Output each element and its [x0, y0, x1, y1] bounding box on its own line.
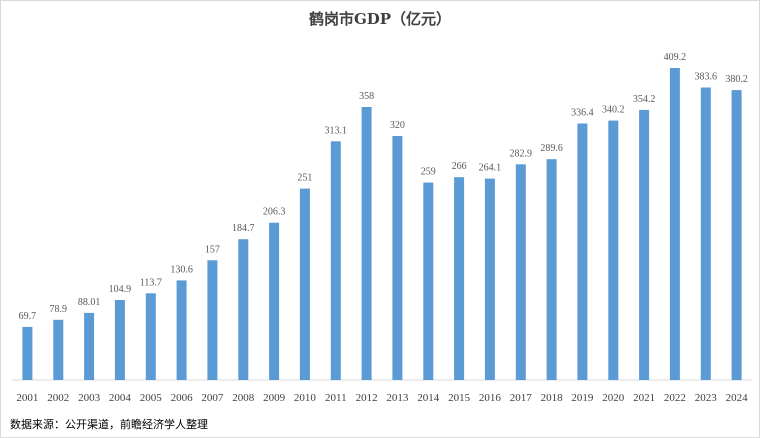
x-tick-2007: 2007: [201, 392, 224, 404]
bar-2020[interactable]: [608, 120, 619, 380]
data-label-2019: 336.4: [571, 108, 594, 119]
data-label-2024: 380.2: [725, 74, 748, 85]
x-tick-2005: 2005: [140, 392, 163, 404]
x-tick-2018: 2018: [541, 392, 564, 404]
data-label-2008: 184.7: [232, 223, 255, 234]
x-tick-2013: 2013: [386, 392, 409, 404]
x-tick-2010: 2010: [294, 392, 317, 404]
bar-2010[interactable]: [299, 188, 310, 380]
data-label-2010: 251: [297, 173, 312, 184]
data-label-2020: 340.2: [602, 105, 625, 116]
bar-2006[interactable]: [176, 280, 187, 380]
x-tick-2021: 2021: [633, 392, 655, 404]
bar-2001[interactable]: [22, 326, 33, 380]
bar-2017[interactable]: [515, 164, 526, 380]
bar-2003[interactable]: [84, 312, 95, 380]
x-tick-2003: 2003: [78, 392, 101, 404]
data-label-2018: 289.6: [540, 143, 563, 154]
x-tick-2004: 2004: [109, 392, 132, 404]
x-tick-2001: 2001: [16, 392, 38, 404]
data-label-2007: 157: [205, 244, 220, 255]
bar-2002[interactable]: [53, 319, 64, 380]
bar-2004[interactable]: [114, 300, 125, 380]
data-label-2011: 313.1: [325, 125, 348, 136]
data-label-2009: 206.3: [263, 207, 286, 218]
x-tick-2009: 2009: [263, 392, 286, 404]
x-tick-2014: 2014: [417, 392, 440, 404]
bar-2021[interactable]: [639, 109, 650, 381]
x-tick-2017: 2017: [510, 392, 533, 404]
bar-2011[interactable]: [330, 141, 341, 380]
bar-2008[interactable]: [238, 239, 249, 380]
data-label-2005: 113.7: [140, 277, 162, 288]
data-label-2017: 282.9: [510, 148, 533, 159]
bar-2022[interactable]: [669, 68, 680, 380]
x-tick-2011: 2011: [325, 392, 347, 404]
bar-2009[interactable]: [269, 222, 280, 380]
x-tick-2023: 2023: [695, 392, 718, 404]
data-label-2001: 69.7: [19, 311, 37, 322]
data-label-2006: 130.6: [170, 264, 193, 275]
bar-2014[interactable]: [423, 182, 434, 381]
bar-2005[interactable]: [145, 293, 156, 380]
x-tick-2006: 2006: [171, 392, 194, 404]
chart-title: 鹤岗市GDP（亿元）: [308, 10, 452, 28]
x-tick-2015: 2015: [448, 392, 471, 404]
data-label-2012: 358: [359, 91, 374, 102]
data-label-2021: 354.2: [633, 94, 656, 105]
data-label-2002: 78.9: [50, 304, 68, 315]
x-tick-2012: 2012: [356, 392, 378, 404]
bar-2007[interactable]: [207, 260, 218, 380]
bar-2019[interactable]: [577, 123, 588, 381]
bar-2012[interactable]: [361, 107, 372, 380]
data-label-2014: 259: [421, 167, 436, 178]
x-tick-2002: 2002: [47, 392, 69, 404]
data-label-2013: 320: [390, 120, 405, 131]
bar-2016[interactable]: [484, 178, 495, 380]
x-tick-2020: 2020: [602, 392, 625, 404]
x-tick-2019: 2019: [571, 392, 594, 404]
x-tick-2016: 2016: [479, 392, 502, 404]
source-note: 数据来源：公开渠道，前瞻经济学人整理: [10, 418, 208, 431]
data-label-2016: 264.1: [479, 163, 502, 174]
bar-2023[interactable]: [700, 87, 711, 381]
x-tick-2024: 2024: [726, 392, 749, 404]
data-label-2023: 383.6: [695, 72, 718, 83]
data-label-2004: 104.9: [109, 284, 132, 295]
data-label-2022: 409.2: [664, 52, 687, 63]
x-tick-2008: 2008: [232, 392, 255, 404]
bar-2015[interactable]: [454, 177, 465, 380]
bar-2024[interactable]: [731, 90, 742, 380]
data-label-2015: 266: [452, 161, 467, 172]
bar-2013[interactable]: [392, 136, 403, 380]
data-label-2003: 88.01: [78, 297, 101, 308]
x-tick-2022: 2022: [664, 392, 686, 404]
bar-2018[interactable]: [546, 159, 557, 380]
